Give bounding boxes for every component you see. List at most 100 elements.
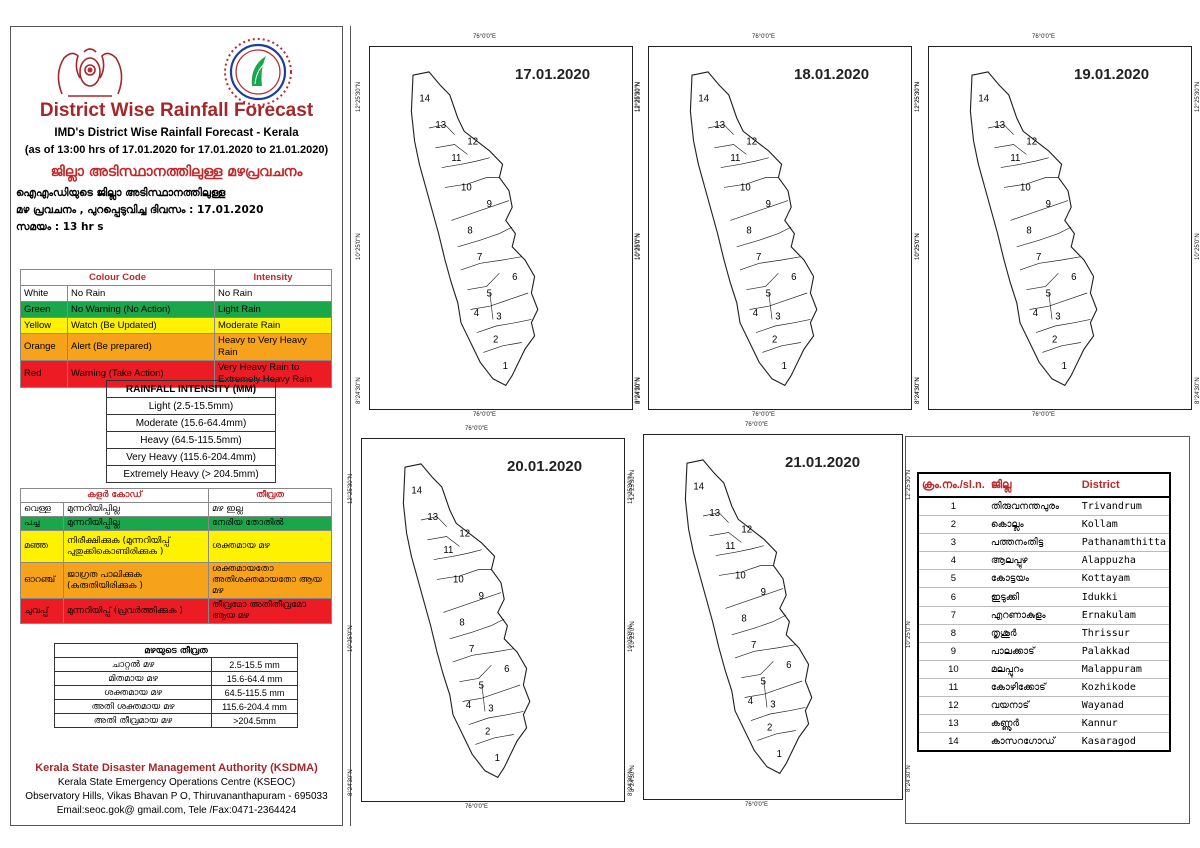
rainfall-intensity-title: RAINFALL INTENSITY (MM) xyxy=(106,380,276,398)
district-ml: തൃശൂർ xyxy=(987,624,1079,643)
district-number-label: 6 xyxy=(786,660,791,671)
district-number-label: 5 xyxy=(761,676,767,687)
latitude-label: 12°25'30"N xyxy=(348,473,354,504)
district-number-label: 2 xyxy=(493,334,498,345)
district-number-label: 6 xyxy=(1071,272,1076,283)
footer-address: Observatory Hills, Vikas Bhavan P O, Thi… xyxy=(25,791,328,802)
district-boundary xyxy=(994,144,1027,155)
latitude-label: 10°25'0"N xyxy=(635,233,641,260)
table-row: Green No Warning (No Action) Light Rain xyxy=(20,301,332,318)
latitude-label: 8°24'30"N xyxy=(906,765,912,792)
intensity-label: മിതമായ മഴ xyxy=(54,671,212,686)
district-en: Kasaragod xyxy=(1078,732,1170,752)
district-boundary xyxy=(730,200,789,221)
malayalam-info-line1: ഐഎംഡിയുടെ ജില്ലാ അടിസ്ഥാനത്തിലുള്ള xyxy=(16,187,226,199)
table-row: 8 തൃശൂർ Thrissur xyxy=(918,624,1170,643)
district-boundary xyxy=(436,569,492,580)
district-number-label: 9 xyxy=(487,199,492,210)
intensity-label: അതി തീവ്രമായ മഴ xyxy=(54,713,212,728)
district-number-label: 8 xyxy=(741,613,746,624)
district-ml: മലപ്പുറം xyxy=(987,660,1079,679)
district-boundary xyxy=(720,157,769,168)
district-number-label: 13 xyxy=(427,512,438,523)
district-boundary xyxy=(476,319,532,333)
district-number-label: 7 xyxy=(469,644,474,655)
latitude-label: 12°25'30"N xyxy=(635,81,641,112)
intensity-value: 2.5-15.5 mm xyxy=(211,657,298,672)
district-boundary xyxy=(715,545,764,556)
district-boundary xyxy=(741,660,774,679)
district-en: Malappuram xyxy=(1078,660,1170,679)
district-boundary xyxy=(739,256,801,271)
table-row: 10 മലപ്പുറം Malappuram xyxy=(918,660,1170,679)
district-boundary xyxy=(483,342,522,353)
table-row: 5 കോട്ടയം Kottayam xyxy=(918,569,1170,589)
latitude-label: 10°25'0"N xyxy=(906,621,912,648)
colour-intensity: Light Rain xyxy=(214,301,332,318)
district-boundary xyxy=(489,292,494,320)
district-number-label: 1 xyxy=(495,753,500,764)
district-number-label: 11 xyxy=(730,153,740,164)
district-ml: കൊല്ലം xyxy=(987,515,1079,535)
district-number-label: 12 xyxy=(459,528,470,539)
district-number-label: 8 xyxy=(459,617,464,628)
district-en: Kozhikode xyxy=(1078,678,1170,698)
longitude-label-top: 76°0'0"E xyxy=(745,422,769,428)
colour-intensity: No Rain xyxy=(214,285,332,302)
colour-intensity: ശക്തമായതോ അതിശക്തമായതോ ആയ മഴ xyxy=(208,562,332,599)
table-row: ചുവപ്പ് മുന്നറിയിപ്പ് (പ്രവർത്തിക്കുക ) … xyxy=(20,598,332,624)
latitude-label: 10°25'0"N xyxy=(356,233,362,260)
ml-colour-code-heading: കളർ കോഡ് xyxy=(20,488,209,503)
latitude-label: 8°24'30"N xyxy=(1195,377,1200,404)
district-number-label: 11 xyxy=(451,153,461,164)
latitude-label: 8°24'30"N xyxy=(630,765,636,792)
district-boundary xyxy=(768,292,773,320)
colour-meaning: No Warning (No Action) xyxy=(67,301,215,318)
intensity-label: അതി ശക്തമായ മഴ xyxy=(54,699,212,714)
table-row: പച്ച മുന്നറിയിപ്പില്ല നേരിയ തോതിൽ xyxy=(20,516,332,531)
district-number-label: 10 xyxy=(1020,183,1031,194)
district-boundary xyxy=(1026,272,1059,291)
district-number-label: 1 xyxy=(777,749,782,760)
district-number-label: 4 xyxy=(1033,308,1039,319)
district-boundary xyxy=(755,319,811,333)
forecast-period: (as of 13:00 hrs of 17.01.2020 for 17.01… xyxy=(24,144,329,156)
colour-intensity: തീവ്രമോ അതിതീവ്രമോ ആയ മഴ xyxy=(208,598,332,624)
district-boundary xyxy=(714,144,747,155)
table-row: മഞ്ഞ നിരീക്ഷിക്കുക (മുന്നറിയിപ്പ് പുതുക്… xyxy=(20,530,332,563)
longitude-label-top: 76°0'0"E xyxy=(473,34,497,40)
district-number-label: 9 xyxy=(479,591,484,602)
intensity-value: 64.5-115.5 mm xyxy=(211,685,298,700)
district-boundary xyxy=(757,730,796,741)
district-en-heading: District xyxy=(1078,473,1170,498)
ml-intensity-heading: തീവ്രത xyxy=(208,488,332,503)
longitude-label-bottom: 76°0'0"E xyxy=(473,412,497,418)
table-row: 12 വയനാട് Wayanad xyxy=(918,696,1170,716)
district-number-label: 5 xyxy=(487,288,493,299)
malayalam-title: ജില്ലാ അടിസ്ഥാനത്തിലുള്ള മഴപ്രവചനം xyxy=(50,164,303,180)
colour-meaning: മുന്നറിയിപ്പില്ല xyxy=(63,502,209,517)
panel-divider xyxy=(350,26,351,826)
district-number-label: 8 xyxy=(467,225,472,236)
district-ml: വയനാട് xyxy=(987,696,1079,716)
district-number-label: 7 xyxy=(751,640,756,651)
longitude-label-bottom: 76°0'0"E xyxy=(1032,412,1056,418)
district-boundary xyxy=(475,734,514,745)
intensity-row: Heavy (64.5-115.5mm) xyxy=(106,431,276,449)
longitude-label-bottom: 76°0'0"E xyxy=(465,804,489,810)
district-number-label: 7 xyxy=(1036,252,1041,263)
colour-meaning: ജാഗ്രത പാലിക്കുക (കരുതിയിരിക്കുക ) xyxy=(63,562,209,599)
colour-intensity: Heavy to Very Heavy Rain xyxy=(214,333,332,361)
district-en: Alappuzha xyxy=(1078,551,1170,571)
district-boundary xyxy=(470,292,529,310)
district-no: 14 xyxy=(918,732,988,752)
colour-meaning: നിരീക്ഷിക്കുക (മുന്നറിയിപ്പ് പുതുക്കികൊണ… xyxy=(63,530,209,563)
colour-name: മഞ്ഞ xyxy=(20,530,64,563)
district-boundary xyxy=(451,200,510,221)
colour-code-header: Colour Code Intensity xyxy=(20,269,332,286)
district-number-label: 13 xyxy=(714,120,725,131)
district-number-label: 3 xyxy=(488,703,493,714)
district-boundary xyxy=(435,144,468,155)
district-number-label: 7 xyxy=(756,252,761,263)
map-date: 21.01.2020 xyxy=(785,454,861,471)
